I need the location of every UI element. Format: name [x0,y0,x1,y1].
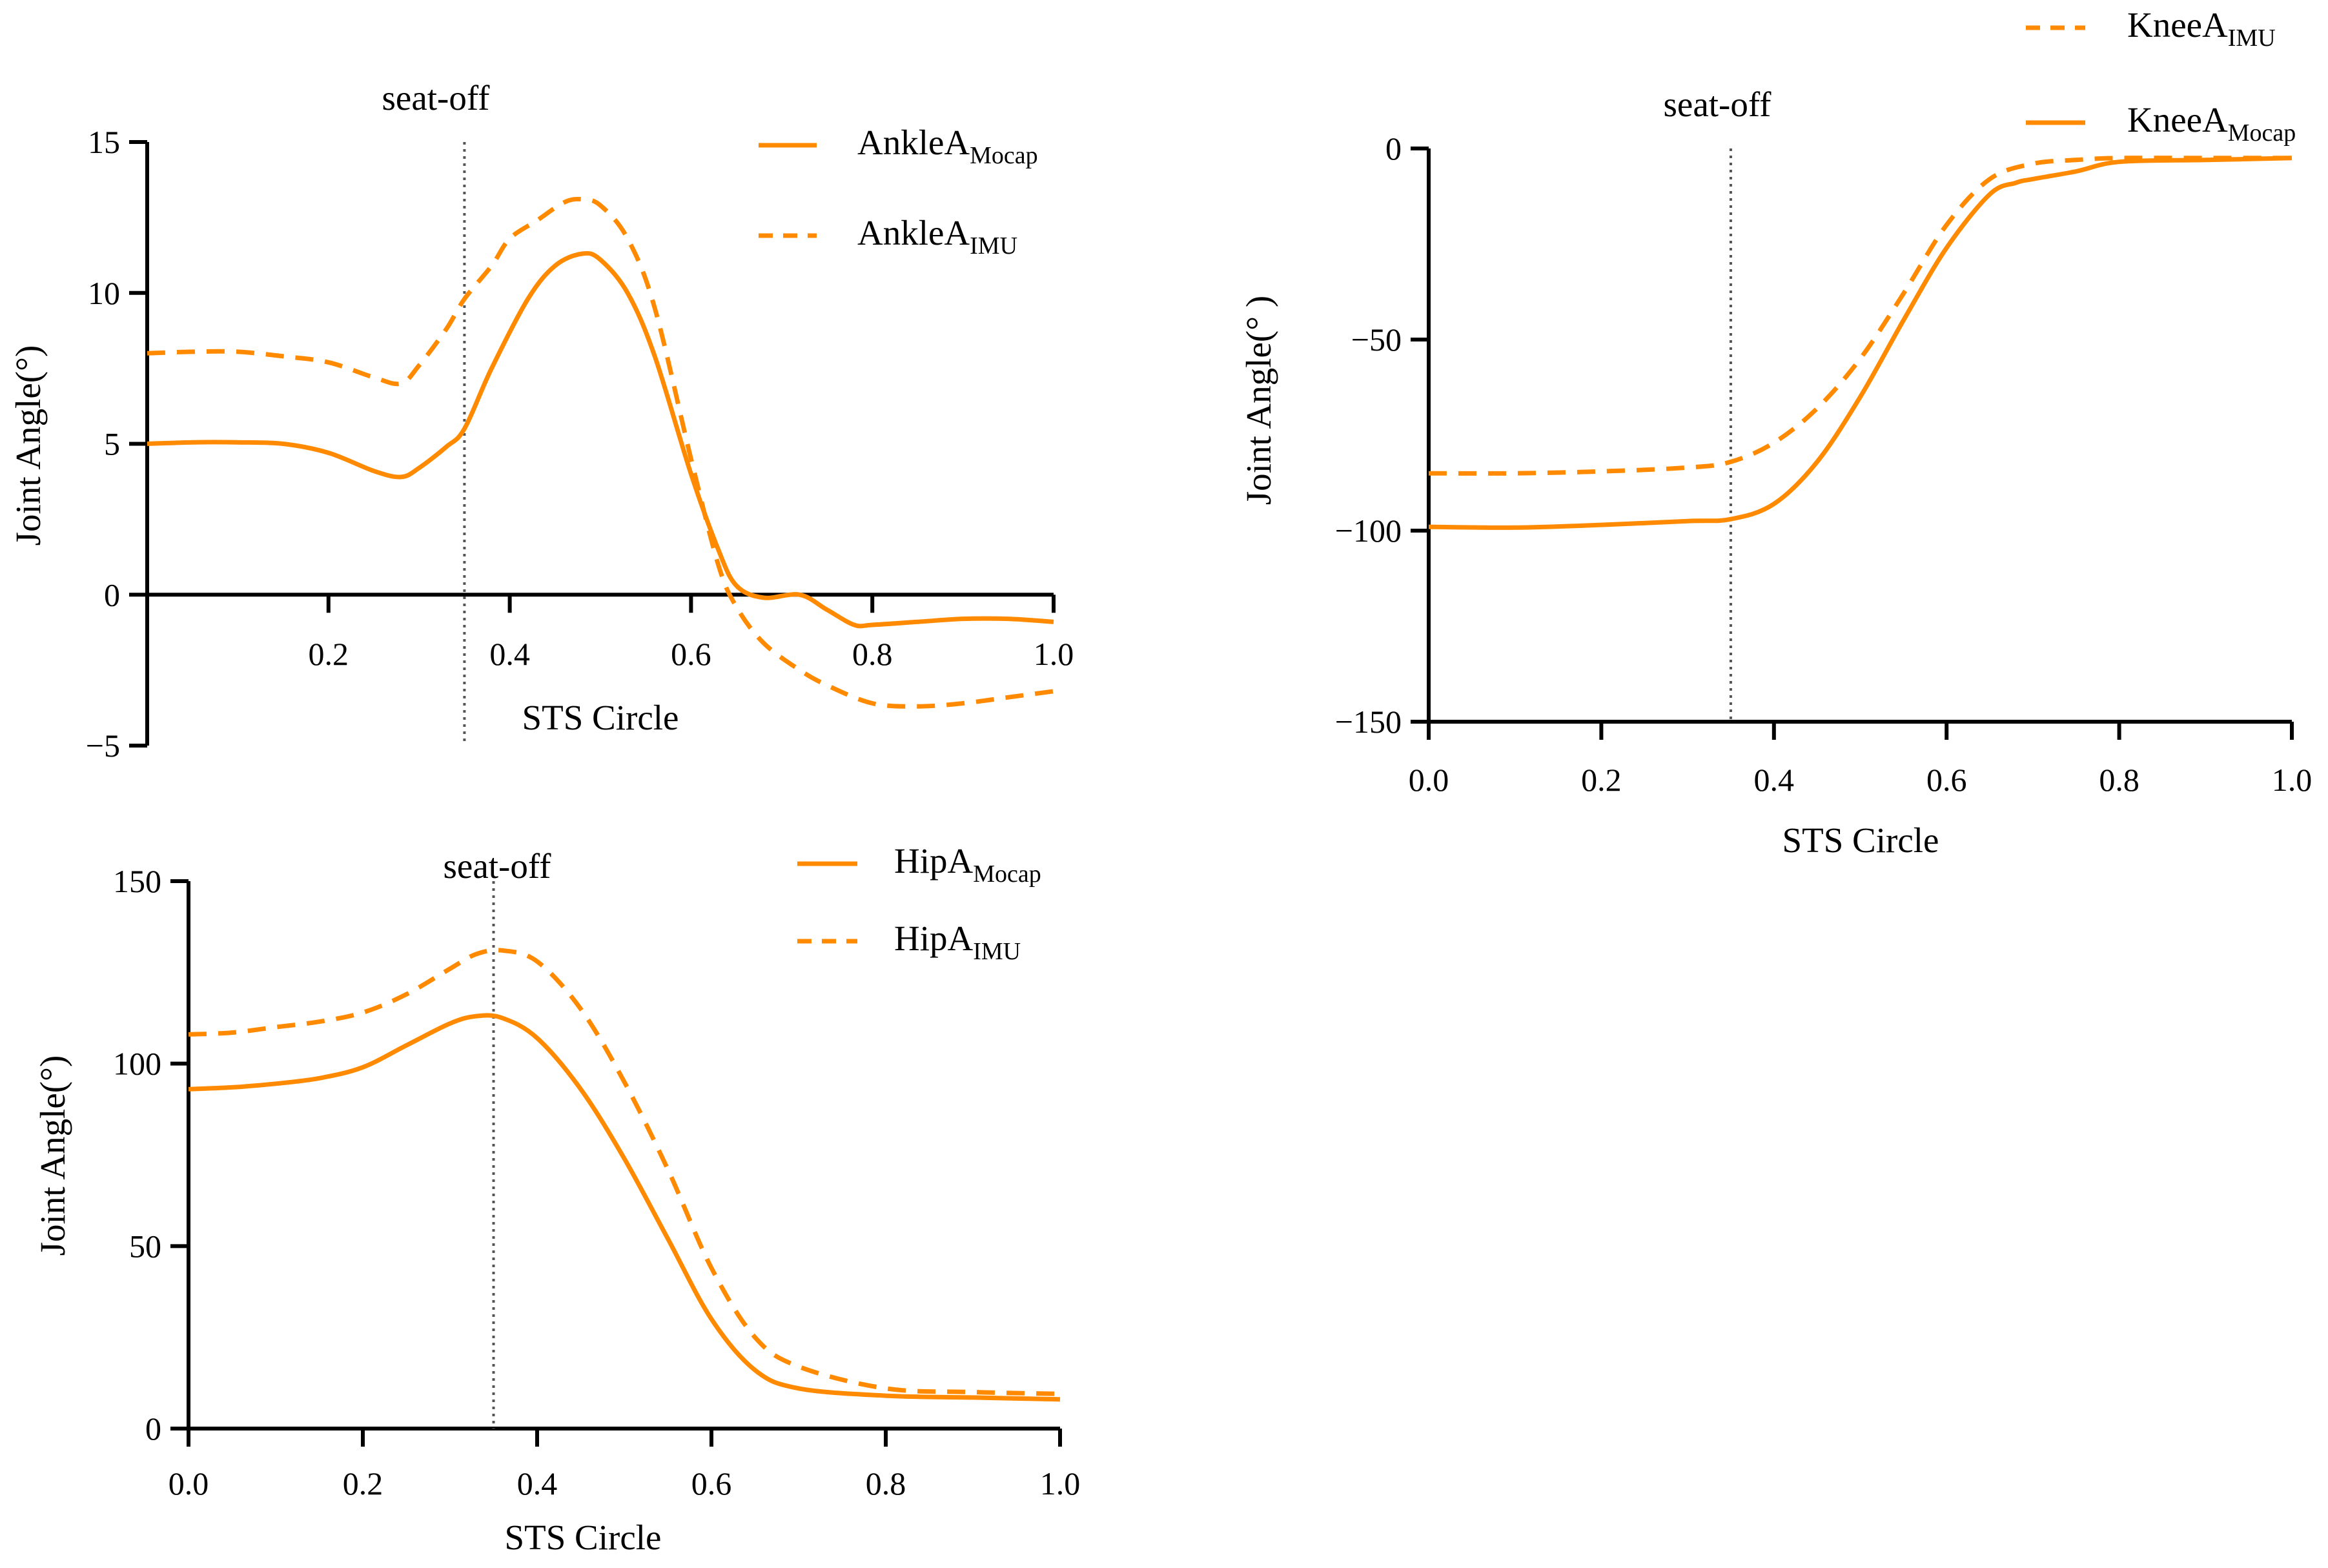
legend-label-sub: IMU [973,938,1021,965]
ankle-x-axis-title: STS Circle [522,698,679,737]
knee-y-axis-title: Joint Angle(° ) [1239,296,1278,505]
ankle-y-axis-title: Joint Angle(°) [8,345,48,546]
legend-label-main: AnkleA [857,123,970,162]
ankle-legend-label-imu: AnkleAIMU [857,213,1017,260]
knee-x-tick-label: 0.4 [1754,762,1795,798]
legend-label-main: HipA [894,841,974,881]
ankle-y-tick-label: 5 [104,426,120,462]
hip-x-axis-title: STS Circle [505,1518,662,1557]
ankle-y-tick-label: 10 [88,275,120,311]
ankle-y-tick-label: 0 [104,576,120,613]
ankle-series-imu [147,196,1054,709]
ankle-legend-label-mocap: AnkleAMocap [857,123,1038,169]
hip-series-imu [188,948,1061,1396]
ankle-y-tick-label: 15 [88,124,120,160]
hip-seat-off-label: seat-off [444,846,552,886]
hip-x-tick-label: 0.0 [168,1465,209,1502]
hip-angle-chart: 0 50 100 150 0.0 0.2 0.4 0.6 0.8 1.0 STS Circle Joi… [33,841,1080,1557]
hip-series-mocap [188,1013,1061,1402]
ankle-series-mocap [147,250,1054,629]
knee-x-tick-label: 0.2 [1581,762,1622,798]
hip-x-tick-label: 1.0 [1040,1465,1081,1502]
ankle-x-tick-label: 0.4 [489,636,530,672]
knee-legend-label-imu: KneeAIMU [2127,5,2276,52]
hip-legend-label-imu: HipAIMU [894,919,1021,965]
ankle-x-tick-label: 0.6 [671,636,711,672]
ankle-x-tick-label: 0.2 [309,636,349,672]
knee-series-mocap [1428,156,2292,530]
legend-label-main: KneeA [2127,100,2228,139]
ankle-x-tick-label: 0.8 [852,636,893,672]
legend-label-sub: Mocap [970,142,1038,169]
knee-angle-chart: −150 −100 −50 0 0.0 0.2 0.4 0.6 0.8 1.0 STS Circle… [1239,5,2312,860]
knee-series-imu [1428,156,2292,476]
legend-label-main: KneeA [2127,5,2228,45]
legend-label-sub: IMU [970,232,1017,260]
knee-y-tick-label: 0 [1385,130,1402,167]
knee-legend-label-mocap: KneeAMocap [2127,100,2296,147]
ankle-seat-off-label: seat-off [382,78,491,117]
hip-y-axis-title: Joint Angle(°) [33,1055,72,1256]
legend-label-sub: IMU [2228,25,2276,52]
knee-x-tick-label: 1.0 [2272,762,2313,798]
legend-label-main: AnkleA [857,213,970,252]
legend-label-main: HipA [894,919,974,958]
hip-legend-label-mocap: HipAMocap [894,841,1041,888]
hip-x-tick-label: 0.2 [343,1465,383,1502]
hip-x-tick-label: 0.8 [866,1465,906,1502]
legend-label-sub: Mocap [973,860,1041,888]
ankle-angle-chart: −5 0 5 10 15 0.2 0.4 0.6 0.8 1.0 STS Circle Joint A… [8,78,1074,764]
legend-label-sub: Mocap [2228,119,2296,147]
hip-y-tick-label: 100 [113,1046,161,1082]
hip-y-tick-label: 0 [145,1410,161,1447]
knee-y-tick-label: −150 [1335,704,1402,740]
knee-seat-off-label: seat-off [1664,85,1772,124]
knee-y-tick-label: −100 [1335,513,1402,549]
hip-x-tick-label: 0.4 [517,1465,558,1502]
hip-y-tick-label: 150 [113,863,161,899]
knee-x-tick-label: 0.0 [1409,762,1449,798]
knee-x-tick-label: 0.8 [2099,762,2139,798]
ankle-y-tick-label: −5 [86,728,120,764]
hip-y-tick-label: 50 [129,1228,161,1264]
hip-x-tick-label: 0.6 [691,1465,732,1502]
knee-x-tick-label: 0.6 [1926,762,1967,798]
ankle-x-tick-label: 1.0 [1034,636,1074,672]
knee-y-tick-label: −50 [1351,321,1402,358]
knee-x-axis-title: STS Circle [1782,820,1939,860]
